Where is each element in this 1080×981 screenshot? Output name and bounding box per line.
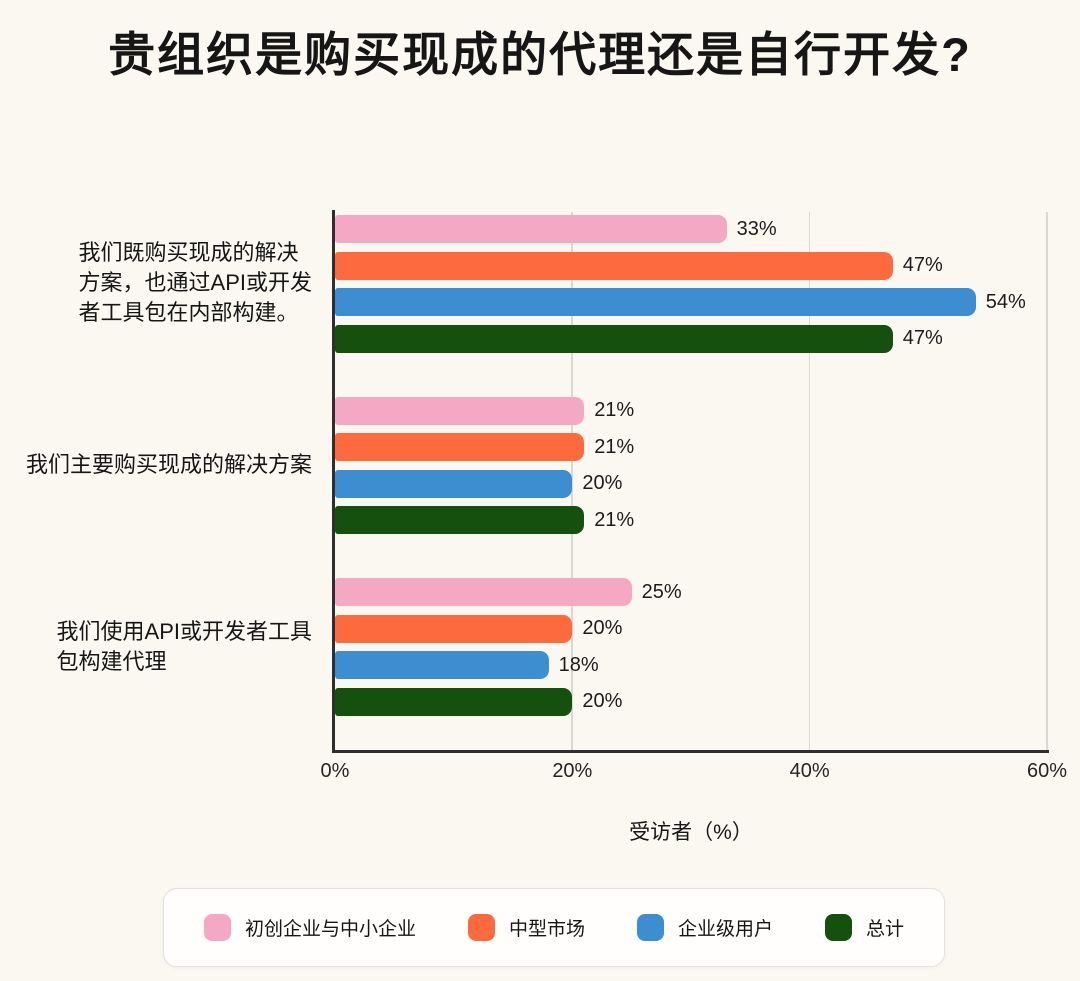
category-label-2: 我们使用API或开发者工具 包构建代理 [56, 618, 312, 674]
bar-value-label: 18% [558, 653, 599, 676]
x-tick-0%: 0% [320, 760, 350, 782]
category-cell-0: 我们既购买现成的解决 方案，也通过API或开发 者工具包在内部构建。 [0, 205, 316, 387]
bar-row: 33% [335, 215, 1047, 243]
legend-item-0: 初创企业与中小企业 [204, 914, 416, 941]
legend-label: 初创企业与中小企业 [245, 919, 417, 940]
x-axis-title: 受访者（%） [629, 821, 753, 844]
bar-初创企业与中小企业 [335, 215, 727, 243]
category-label-0: 我们既购买现成的解决 方案，也通过API或开发 者工具包在内部构建。 [78, 240, 312, 326]
legend-label: 总计 [865, 919, 904, 940]
bar-row: 20% [335, 614, 1047, 643]
bar-row: 20% [335, 687, 1047, 716]
legend-swatch-icon [204, 914, 231, 941]
bar-中型市场 [335, 614, 573, 643]
bar-初创企业与中小企业 [335, 578, 632, 607]
bar-总计 [335, 506, 585, 535]
bar-value-label: 20% [582, 472, 623, 495]
bar-中型市场 [335, 251, 893, 280]
category-cell-1: 我们主要购买现成的解决方案 [0, 387, 316, 569]
bar-group-1: 21% 21% 20% 21% [335, 387, 1047, 569]
legend-item-3: 总计 [824, 914, 904, 941]
bar-row: 21% [335, 433, 1047, 462]
bar-中型市场 [335, 433, 585, 462]
bar-企业级用户 [335, 469, 573, 498]
legend-swatch-icon [636, 914, 664, 941]
bar-初创企业与中小企业 [335, 396, 585, 425]
bar-row: 47% [335, 251, 1047, 280]
bar-row: 54% [335, 288, 1047, 316]
bar-value-label: 47% [902, 254, 943, 276]
bar-row: 18% [335, 651, 1047, 680]
legend-item-1: 中型市场 [467, 914, 585, 941]
gridline-40% [808, 212, 811, 750]
bar-value-label: 20% [582, 690, 623, 713]
bar-总计 [335, 324, 893, 353]
x-tick-40%: 40% [789, 760, 830, 782]
bar-value-label: 25% [641, 580, 682, 603]
bar-value-label: 54% [985, 290, 1026, 313]
legend-item-2: 企业级用户 [636, 914, 773, 941]
bar-value-label: 47% [902, 327, 943, 349]
bar-row: 21% [335, 396, 1047, 425]
bar-row: 21% [335, 506, 1047, 535]
bar-value-label: 20% [582, 617, 623, 640]
bar-value-label: 33% [736, 217, 777, 240]
gridline-20% [571, 212, 573, 750]
chart-title: 贵组织是购买现成的代理还是自行开发? [108, 28, 972, 81]
bar-企业级用户 [335, 651, 549, 680]
bar-row: 20% [335, 469, 1047, 498]
bar-value-label: 21% [594, 399, 635, 422]
gridline-60% [1046, 212, 1048, 750]
bar-企业级用户 [335, 288, 976, 316]
legend-label: 企业级用户 [677, 919, 773, 940]
bar-value-label: 21% [594, 508, 635, 531]
legend-swatch-icon [824, 914, 852, 941]
category-cell-2: 我们使用API或开发者工具 包构建代理 [0, 568, 316, 750]
bar-row: 47% [335, 324, 1047, 353]
legend: 初创企业与中小企业 中型市场 企业级用户 总计 [163, 888, 945, 967]
bar-value-label: 21% [594, 435, 635, 458]
bar-row: 25% [335, 578, 1047, 607]
bar-group-0: 33% 47% 54% 47% [335, 205, 1047, 387]
plot-area: 33% 47% 54% 47% 21% 21% 20% 21% 25% 20% 18% 20% [335, 205, 1048, 750]
legend-swatch-icon [467, 914, 495, 941]
y-axis-line [332, 210, 335, 750]
x-tick-60%: 60% [1026, 760, 1068, 782]
legend-label: 中型市场 [508, 919, 585, 940]
x-tick-20%: 20% [552, 760, 593, 782]
bar-总计 [335, 687, 573, 716]
category-label-1: 我们主要购买现成的解决方案 [25, 452, 312, 477]
category-labels: 我们既购买现成的解决 方案，也通过API或开发 者工具包在内部构建。我们主要购买… [0, 205, 316, 750]
x-axis-line [332, 750, 1049, 753]
bar-group-2: 25% 20% 18% 20% [335, 568, 1047, 750]
